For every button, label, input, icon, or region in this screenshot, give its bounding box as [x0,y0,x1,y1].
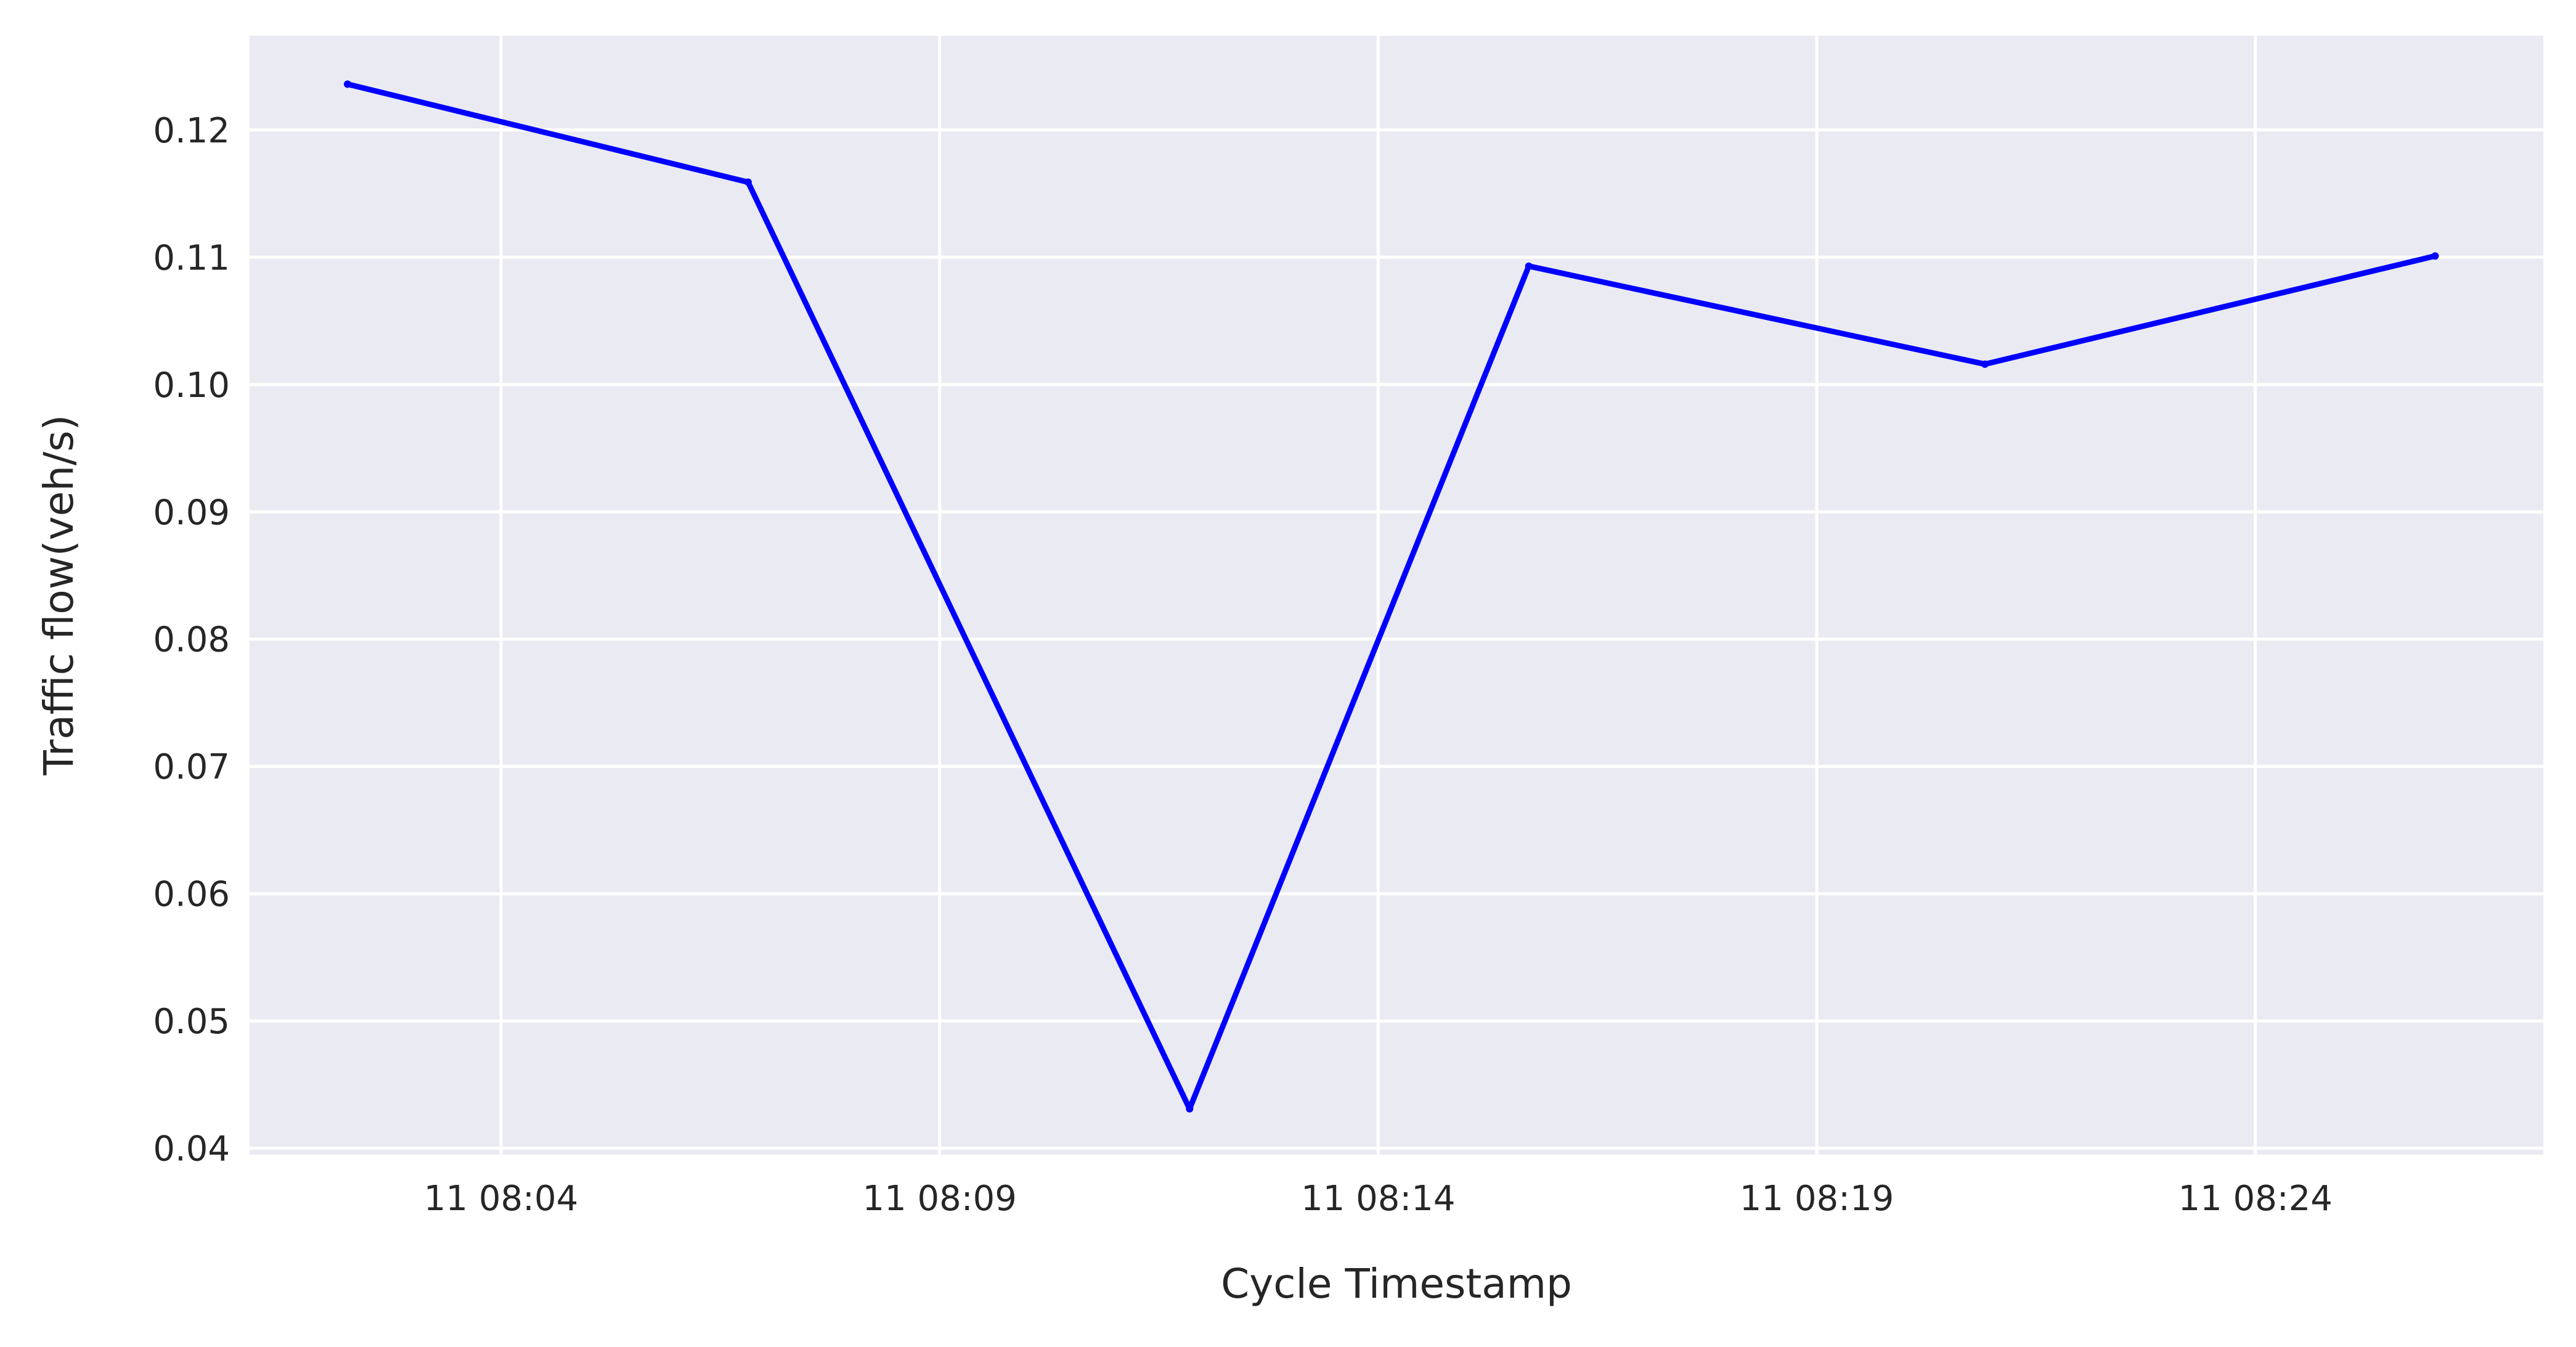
y-tick-label: 0.06 [153,875,230,915]
x-axis-title: Cycle Timestamp [1221,1260,1572,1308]
y-tick-label: 0.05 [153,1002,230,1042]
data-point [1186,1105,1194,1113]
y-tick-label: 0.08 [153,620,230,660]
y-axis-title: Traffic flow(veh/s) [35,415,83,776]
data-point [1981,360,1989,368]
series-line [344,81,2438,1112]
x-tick-label: 11 08:04 [424,1179,578,1219]
y-tick-label: 0.04 [153,1129,230,1169]
y-tick-label: 0.07 [153,747,230,787]
grid-lines [250,36,2543,1155]
x-tick-label: 11 08:19 [1740,1179,1894,1219]
data-point [2431,252,2439,260]
series-layer [343,80,2439,1113]
x-tick-label: 11 08:14 [1301,1179,1455,1219]
y-axis-ticks: 0.04 0.05 0.06 0.07 0.08 0.09 0.10 0.11 0.12 [153,111,230,1169]
y-tick-label: 0.09 [153,493,230,533]
y-tick-label: 0.11 [153,238,230,278]
data-point [1525,262,1533,270]
y-tick-label: 0.12 [153,111,230,151]
x-tick-label: 11 08:24 [2178,1179,2332,1219]
x-tick-label: 11 08:09 [862,1179,1016,1219]
y-tick-label: 0.10 [153,366,230,406]
data-point [343,80,351,88]
data-point [744,178,752,186]
x-axis-ticks: 11 08:04 11 08:09 11 08:14 11 08:19 11 08:24 [424,1179,2333,1219]
